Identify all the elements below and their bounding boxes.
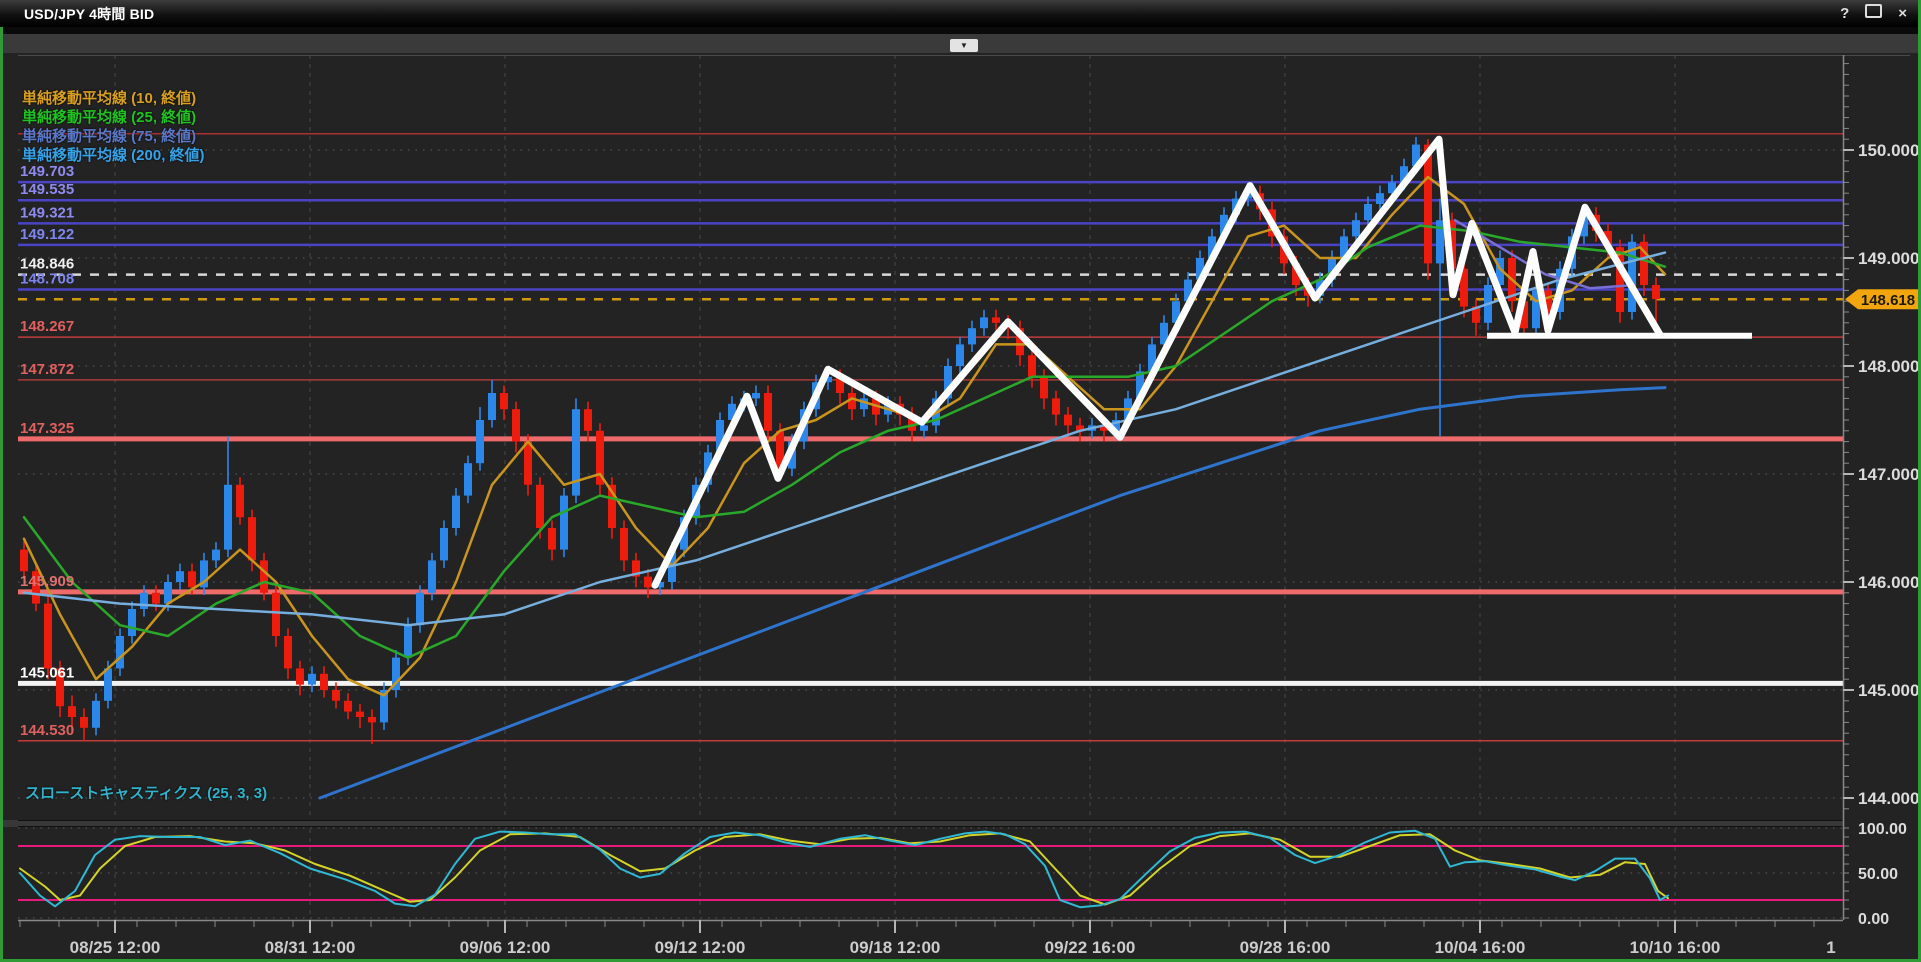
svg-text:148.000: 148.000 <box>1858 357 1919 376</box>
svg-text:0.00: 0.00 <box>1858 911 1889 928</box>
svg-text:149.535: 149.535 <box>20 181 74 198</box>
ma-line <box>1453 218 1637 290</box>
svg-text:145.061: 145.061 <box>20 664 74 681</box>
ma-line <box>22 224 1667 659</box>
svg-text:145.000: 145.000 <box>1858 681 1919 700</box>
toolbar-expand-button[interactable]: ▼ <box>950 39 978 52</box>
moving-averages <box>22 175 1667 800</box>
svg-text:148.708: 148.708 <box>20 271 74 288</box>
close-icon[interactable]: × <box>1898 4 1907 22</box>
svg-text:08/25 12:00: 08/25 12:00 <box>70 938 161 957</box>
svg-text:1: 1 <box>1826 938 1835 957</box>
drawn-annotations <box>651 135 1752 589</box>
window-title: USD/JPY 4時間 BID <box>24 5 155 22</box>
svg-text:148.618: 148.618 <box>1861 292 1915 309</box>
svg-text:149.321: 149.321 <box>20 204 74 221</box>
svg-text:150.000: 150.000 <box>1858 141 1919 160</box>
ma-legend: 単純移動平均線 (10, 終値) 単純移動平均線 (25, 終値) 単純移動平均… <box>22 89 205 165</box>
svg-text:144.000: 144.000 <box>1858 789 1919 808</box>
svg-text:09/06 12:00: 09/06 12:00 <box>460 938 551 957</box>
svg-text:145.909: 145.909 <box>20 573 74 590</box>
svg-text:144.530: 144.530 <box>20 722 74 739</box>
svg-text:09/18 12:00: 09/18 12:00 <box>850 938 941 957</box>
title-bar[interactable]: USD/JPY 4時間 BID ? × <box>0 0 1921 27</box>
svg-text:147.872: 147.872 <box>20 361 74 378</box>
legend-item-sma25: 単純移動平均線 (25, 終値) <box>22 109 197 126</box>
svg-text:10/04 16:00: 10/04 16:00 <box>1435 938 1526 957</box>
svg-text:146.000: 146.000 <box>1858 573 1919 592</box>
svg-text:50.00: 50.00 <box>1858 866 1898 883</box>
stochastic-legend: スローストキャスティクス (25, 3, 3) <box>25 785 268 802</box>
window-controls: ? × <box>1840 4 1907 23</box>
window-border-right <box>1918 0 1921 962</box>
svg-text:09/12 12:00: 09/12 12:00 <box>655 938 746 957</box>
title-separator <box>0 27 1921 34</box>
ma-line <box>22 251 1667 627</box>
svg-text:147.325: 147.325 <box>20 420 74 437</box>
legend-item-sma75: 単純移動平均線 (75, 終値) <box>22 128 197 145</box>
svg-text:10/10 16:00: 10/10 16:00 <box>1630 938 1721 957</box>
help-icon[interactable]: ? <box>1840 4 1850 22</box>
legend-item-sma10: 単純移動平均線 (10, 終値) <box>22 90 197 107</box>
ma-line <box>22 175 1667 697</box>
legend-item-sma200: 単純移動平均線 (200, 終値) <box>22 147 205 164</box>
plot-background <box>0 53 1921 962</box>
svg-text:148.846: 148.846 <box>20 256 74 273</box>
window-border-left <box>0 27 3 962</box>
svg-text:09/28 16:00: 09/28 16:00 <box>1240 938 1331 957</box>
svg-text:147.000: 147.000 <box>1858 465 1919 484</box>
price-axis: 150.000 149.000 148.000 147.000 146.000 145.0… <box>1842 55 1919 928</box>
svg-text:100.00: 100.00 <box>1858 821 1907 838</box>
svg-text:148.267: 148.267 <box>20 318 74 335</box>
svg-text:149.000: 149.000 <box>1858 249 1919 268</box>
time-axis: 08/25 12:00 08/31 12:00 09/06 12:00 09/12 1… <box>18 919 1843 957</box>
svg-text:149.703: 149.703 <box>20 163 74 180</box>
svg-text:09/22 16:00: 09/22 16:00 <box>1045 938 1136 957</box>
current-price-badge: 148.618 <box>1845 289 1919 310</box>
ma-line <box>318 386 1667 800</box>
maximize-box-icon <box>1865 4 1883 18</box>
svg-text:149.122: 149.122 <box>20 226 74 243</box>
panel-separator <box>0 820 1843 827</box>
window-border-bottom <box>0 959 1921 962</box>
collapsed-toolbar: ▼ <box>0 34 1921 54</box>
svg-text:08/31 12:00: 08/31 12:00 <box>265 938 356 957</box>
maximize-icon[interactable] <box>1865 4 1883 23</box>
